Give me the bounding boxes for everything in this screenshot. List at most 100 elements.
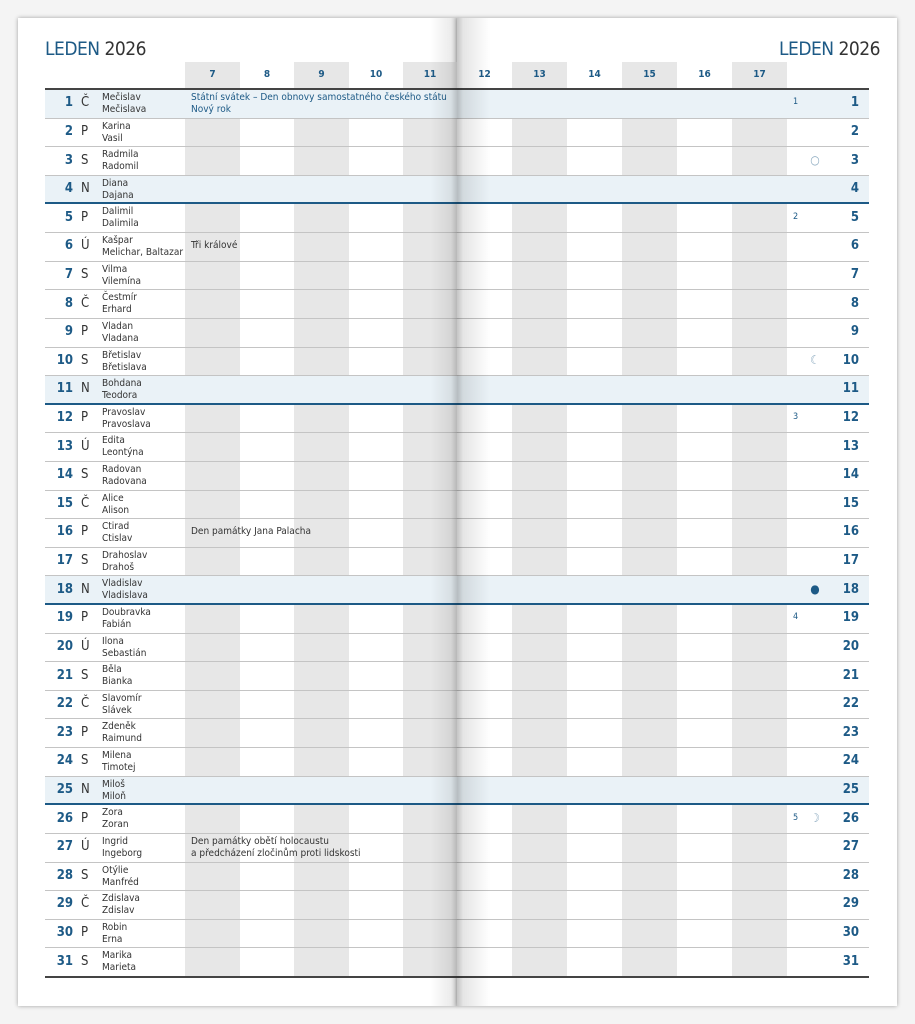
- name-day: Radomil: [102, 161, 139, 173]
- day-number: 21: [56, 667, 73, 683]
- hour-label: 8: [263, 69, 271, 80]
- hour-label: 11: [423, 69, 437, 80]
- last-quarter-moon-icon: ☾: [810, 352, 820, 367]
- day-row[interactable]: 17 S Drahoslav Drahoš 17: [45, 548, 869, 577]
- day-row[interactable]: 19 P Doubravka Fabián 4 19: [45, 605, 869, 634]
- month-label: LEDEN: [45, 38, 100, 60]
- name-day: Timotej: [102, 762, 136, 774]
- name-days: Otýlie Manfréd: [102, 865, 139, 889]
- name-day: Vilma: [102, 263, 128, 275]
- week-number: 5: [793, 812, 799, 823]
- day-number: 14: [56, 467, 73, 483]
- name-days: Mečislav Mečislava: [102, 92, 146, 116]
- top-divider: [45, 88, 869, 90]
- day-row[interactable]: 28 S Otýlie Manfréd 28: [45, 863, 869, 892]
- day-number-right: 13: [842, 438, 859, 454]
- day-row[interactable]: 9 P Vladan Vladana 9: [45, 319, 869, 348]
- hour-label: 9: [318, 69, 325, 80]
- event-note: Tři králové: [191, 240, 237, 252]
- day-number-right: 27: [842, 839, 859, 855]
- name-day: Pravoslav: [102, 406, 146, 418]
- day-number-right: 24: [842, 753, 859, 769]
- name-days: Zdislava Zdislav: [102, 893, 140, 917]
- day-row[interactable]: 23 P Zdeněk Raimund 23: [45, 719, 869, 749]
- day-number-right: 29: [842, 896, 859, 912]
- page-title-left: LEDEN 2026: [45, 38, 147, 60]
- weekday-letter: Ú: [81, 638, 90, 654]
- day-row[interactable]: 15 Č Alice Alison 15: [45, 491, 869, 520]
- day-row[interactable]: 29 Č Zdislava Zdislav 29: [45, 891, 869, 920]
- day-row[interactable]: 24 S Milena Timotej 24: [45, 748, 869, 777]
- day-row[interactable]: 11 N Bohdana Teodora 11: [45, 376, 869, 405]
- name-day: Vladislava: [102, 590, 148, 602]
- name-days: Miloš Miloň: [102, 779, 126, 803]
- day-row[interactable]: 20 Ú Ilona Sebastián 20: [45, 634, 869, 663]
- day-row[interactable]: 22 Č Slavomír Slávek 22: [45, 691, 869, 720]
- day-number: 9: [64, 324, 73, 340]
- day-row[interactable]: 1 Č Mečislav Mečislava Státní svátek – Den o…: [45, 90, 869, 119]
- day-number-right: 10: [842, 352, 859, 368]
- day-number: 23: [56, 724, 73, 740]
- first-quarter-moon-icon: ☽: [810, 810, 820, 825]
- weekday-letter: S: [81, 152, 89, 168]
- day-row[interactable]: 12 P Pravoslav Pravoslava 3 12: [45, 405, 869, 434]
- name-days: Doubravka Fabián: [102, 607, 151, 631]
- day-number: 7: [64, 266, 73, 282]
- day-row[interactable]: 25 N Miloš Miloň 25: [45, 776, 869, 806]
- day-row[interactable]: 14 S Radovan Radovana 14: [45, 462, 869, 491]
- day-number: 11: [56, 381, 73, 397]
- day-number-right: 9: [850, 324, 859, 340]
- name-day: Diana: [102, 177, 129, 189]
- event-note: Den památky Jana Palacha: [191, 526, 311, 538]
- shaded-hour-column: [403, 62, 457, 978]
- day-number-right: 12: [842, 410, 859, 426]
- day-number-right: 11: [842, 381, 859, 397]
- name-days: Kašpar Melichar, Baltazar: [102, 235, 183, 259]
- weekday-letter: Ú: [81, 839, 90, 855]
- day-row[interactable]: 16 P Ctirad Ctislav Den památky Jana Palacha…: [45, 519, 869, 548]
- hour-label: 15: [643, 69, 656, 80]
- day-row[interactable]: 27 Ú Ingrid Ingeborg Den památky obětí holoc…: [45, 834, 869, 863]
- day-row[interactable]: 18 N Vladislav Vladislava ● 18: [45, 576, 869, 606]
- name-days: Ctirad Ctislav: [102, 521, 132, 545]
- day-number-right: 21: [842, 667, 859, 683]
- name-day: Edita: [102, 435, 125, 447]
- day-number: 24: [56, 753, 73, 769]
- day-row[interactable]: 2 P Karina Vasil 2: [45, 119, 869, 148]
- day-row[interactable]: 26 P Zora Zoran 5 ☽ 26: [45, 805, 869, 834]
- day-row[interactable]: 5 P Dalimil Dalimila 2 5: [45, 204, 869, 234]
- day-row[interactable]: 7 S Vilma Vilemína 7: [45, 262, 869, 291]
- name-day: Ingeborg: [102, 847, 143, 859]
- day-row[interactable]: 3 S Radmila Radomil ○ 3: [45, 147, 869, 176]
- weekday-letter: P: [81, 410, 89, 426]
- weekday-letter: S: [81, 753, 89, 769]
- day-number: 5: [64, 209, 73, 225]
- name-day: Dalimil: [102, 206, 134, 218]
- day-number: 29: [56, 896, 73, 912]
- day-number-right: 17: [842, 553, 859, 569]
- month-label: LEDEN: [779, 38, 834, 60]
- shaded-hour-column: [622, 62, 677, 978]
- week-number: 3: [793, 412, 799, 423]
- name-days: Radovan Radovana: [102, 464, 147, 488]
- day-row[interactable]: 13 Ú Edita Leontýna 13: [45, 433, 869, 462]
- name-days: Alice Alison: [102, 493, 129, 517]
- weekday-letter: S: [81, 553, 89, 569]
- name-days: Vladan Vladana: [102, 321, 139, 345]
- name-day: Čestmír: [102, 292, 137, 304]
- shaded-hour-column: [732, 62, 787, 978]
- day-row[interactable]: 31 S Marika Marieta 31: [45, 948, 869, 977]
- day-row[interactable]: 6 Ú Kašpar Melichar, Baltazar Tři králové 6: [45, 233, 869, 262]
- day-row[interactable]: 30 P Robin Erna 30: [45, 920, 869, 949]
- day-number: 2: [64, 123, 73, 139]
- event-line: Den památky obětí holocaustu: [191, 835, 330, 847]
- day-row[interactable]: 4 N Diana Dajana 4: [45, 175, 869, 205]
- day-number-right: 2: [850, 123, 859, 139]
- day-row[interactable]: 8 Č Čestmír Erhard 8: [45, 290, 869, 319]
- day-row[interactable]: 21 S Běla Bianka 21: [45, 662, 869, 691]
- name-days: Milena Timotej: [102, 750, 136, 774]
- day-number: 3: [64, 152, 73, 168]
- day-row[interactable]: 10 S Břetislav Břetislava ☾ 10: [45, 348, 869, 377]
- event-line: Tři králové: [191, 240, 238, 252]
- name-day: Dajana: [102, 189, 134, 201]
